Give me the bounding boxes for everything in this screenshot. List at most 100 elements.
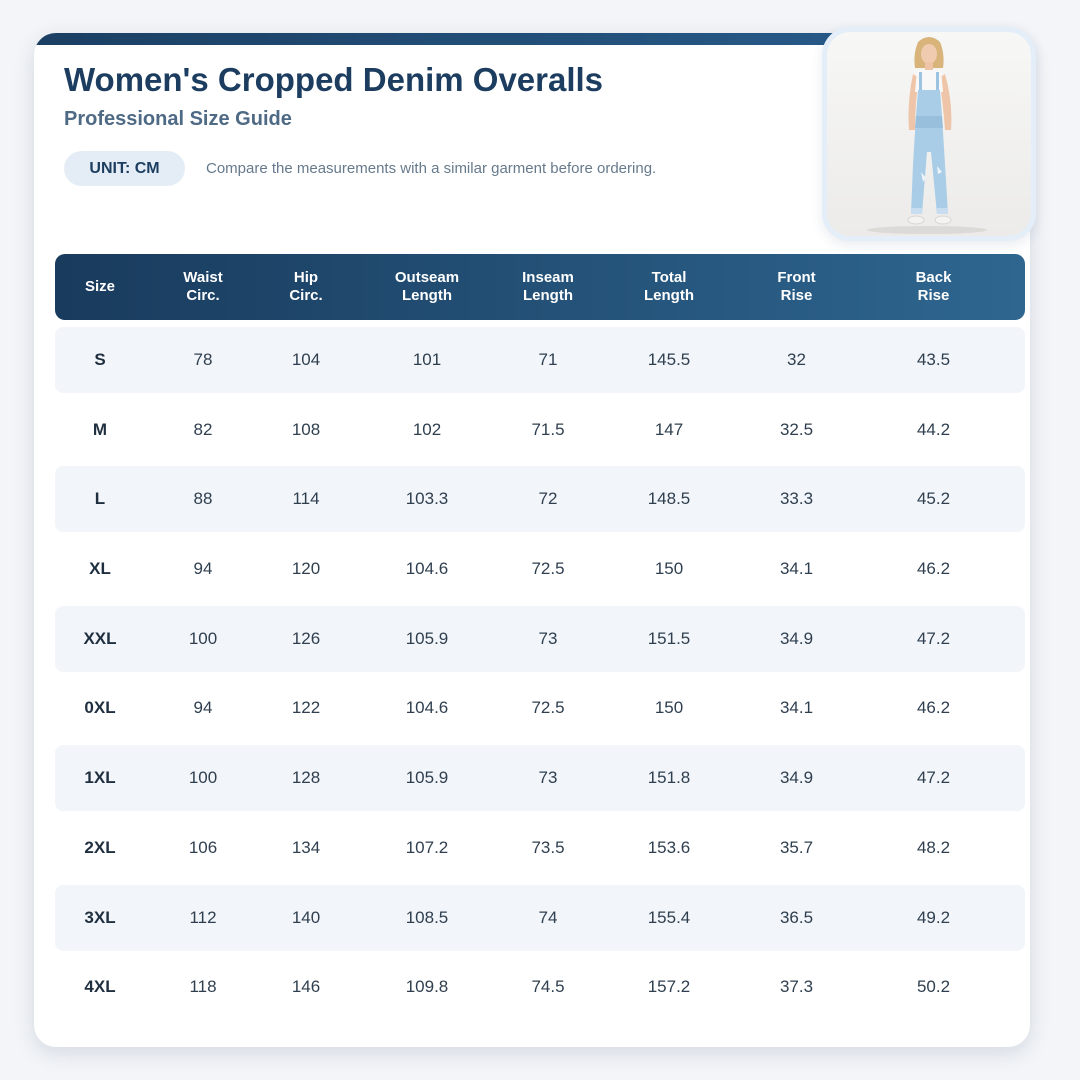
measurement-cell: 94	[193, 559, 213, 579]
measurement-cell: 122	[291, 698, 321, 718]
measurement-cell: 101	[412, 350, 442, 369]
size-label: 1XL	[84, 768, 116, 788]
column-header: Inseam Length	[522, 269, 574, 304]
page-subtitle: Professional Size Guide	[64, 108, 292, 130]
measurement-cell: 47.2	[916, 628, 951, 648]
measurement-cell: 114	[292, 489, 320, 509]
measurement-cell: 74.5	[531, 977, 565, 997]
model-wearing-denim-overalls-photo	[827, 32, 1031, 236]
measurement-cell: 140	[291, 907, 321, 927]
size-label: L	[94, 489, 106, 509]
measurement-cell: 73	[538, 628, 558, 648]
measurement-cell: 72.5	[531, 698, 565, 718]
measurement-cell: 151.8	[647, 768, 691, 788]
measurement-cell: 128	[291, 768, 321, 788]
measurement-cell: 146	[291, 977, 321, 997]
measurement-cell: 88	[193, 489, 213, 509]
column-header: Waist Circ.	[183, 269, 223, 304]
measurement-cell: 153.6	[647, 837, 691, 857]
column-header: Size	[84, 278, 115, 295]
measurement-cell: 148.5	[647, 489, 691, 509]
measurement-cell: 100	[188, 768, 218, 788]
measurement-cell: 82	[193, 419, 213, 439]
measurement-cell: 118	[189, 977, 217, 997]
ordering-note: Compare the measurements with a similar …	[206, 160, 657, 177]
page-title: Women's Cropped Denim Overalls	[64, 61, 604, 98]
table-row: M 82 108 102 71.5 147 32.5 44.2	[55, 397, 1025, 463]
measurement-cell: 100	[188, 628, 218, 648]
measurement-cell: 48.2	[916, 837, 951, 857]
measurement-cell: 94	[193, 698, 213, 718]
measurement-cell: 74	[538, 907, 558, 927]
measurement-cell: 105.9	[405, 628, 449, 648]
measurement-cell: 46.2	[916, 559, 951, 579]
measurement-cell: 157.2	[647, 977, 691, 997]
measurement-cell: 44.2	[916, 419, 951, 439]
measurement-cell: 151.5	[647, 628, 691, 648]
measurement-cell: 150	[654, 698, 684, 718]
column-header: Back Rise	[915, 269, 952, 304]
table-row: L 88 114 103.3 72 148.5 33.3 45.2	[55, 466, 1025, 533]
size-table-body: S 78 104 101 71 145.5 32 43.5 M 82 108 102 71.5 147 32…	[55, 327, 1025, 1024]
measurement-cell: 112	[189, 907, 217, 927]
measurement-cell: 50.2	[916, 977, 951, 997]
measurement-cell: 34.9	[779, 628, 814, 648]
measurement-cell: 106	[188, 837, 218, 857]
table-row: 1XL 100 128 105.9 73 151.8 34.9 47.2	[55, 745, 1025, 812]
table-row: 2XL 106 134 107.2 73.5 153.6 35.7 48.2	[55, 815, 1025, 881]
size-label: M	[92, 419, 108, 439]
measurement-cell: 103.3	[405, 489, 449, 509]
measurement-cell: 73.5	[531, 837, 565, 857]
size-label: 2XL	[84, 837, 116, 857]
measurement-cell: 104.6	[405, 559, 449, 579]
measurement-cell: 104.6	[405, 698, 449, 718]
size-label: XL	[89, 559, 111, 579]
measurement-cell: 145.5	[647, 350, 691, 369]
measurement-cell: 33.3	[779, 489, 814, 509]
size-label: S	[94, 350, 106, 369]
product-photo-frame	[822, 27, 1036, 241]
size-label: 0XL	[84, 698, 116, 718]
table-row: XL 94 120 104.6 72.5 150 34.1 46.2	[55, 536, 1025, 602]
measurement-cell: 37.3	[779, 977, 814, 997]
table-row: XXL 100 126 105.9 73 151.5 34.9 47.2	[55, 605, 1025, 672]
measurement-cell: 108	[291, 419, 321, 439]
measurement-cell: 109.8	[405, 977, 449, 997]
measurement-cell: 108.5	[405, 907, 449, 927]
measurement-cell: 71	[538, 350, 558, 369]
measurement-cell: 78	[193, 350, 213, 369]
measurement-cell: 45.2	[916, 489, 951, 509]
column-header: Total Length	[644, 269, 694, 304]
measurement-cell: 36.5	[779, 907, 814, 927]
measurement-cell: 72	[538, 489, 558, 509]
measurement-cell: 49.2	[916, 907, 951, 927]
measurement-cell: 35.7	[779, 837, 814, 857]
table-row: 4XL 118 146 109.8 74.5 157.2 37.3 50.2	[55, 954, 1025, 1020]
measurement-cell: 105.9	[405, 768, 449, 788]
measurement-cell: 43.5	[916, 350, 951, 369]
measurement-cell: 72.5	[531, 559, 565, 579]
measurement-cell: 102	[412, 419, 442, 439]
measurement-cell: 134	[291, 837, 321, 857]
measurement-cell: 32	[787, 350, 806, 369]
measurement-cell: 34.1	[779, 559, 814, 579]
column-header: Front Rise	[777, 269, 816, 304]
size-label: 3XL	[84, 907, 116, 927]
measurement-cell: 120	[291, 559, 321, 579]
measurement-cell: 150	[654, 559, 684, 579]
size-label: 4XL	[84, 977, 116, 997]
measurement-cell: 155.4	[647, 907, 691, 927]
unit-badge: UNIT: CM	[64, 151, 185, 186]
measurement-cell: 73	[538, 768, 558, 788]
measurement-cell: 71.5	[531, 419, 565, 439]
size-table-header: Size Waist Circ. Hip Circ. Outseam Length In…	[55, 254, 1025, 320]
table-row: 3XL 112 140 108.5 74 155.4 36.5 49.2	[55, 884, 1025, 951]
measurement-cell: 47.2	[916, 768, 951, 788]
measurement-cell: 126	[291, 628, 321, 648]
size-label: XXL	[83, 628, 117, 648]
measurement-cell: 104	[291, 350, 321, 369]
model-illustration-icon	[867, 37, 987, 234]
column-header: Outseam Length	[394, 269, 460, 304]
table-row: 0XL 94 122 104.6 72.5 150 34.1 46.2	[55, 675, 1025, 741]
measurement-cell: 107.2	[405, 837, 449, 857]
